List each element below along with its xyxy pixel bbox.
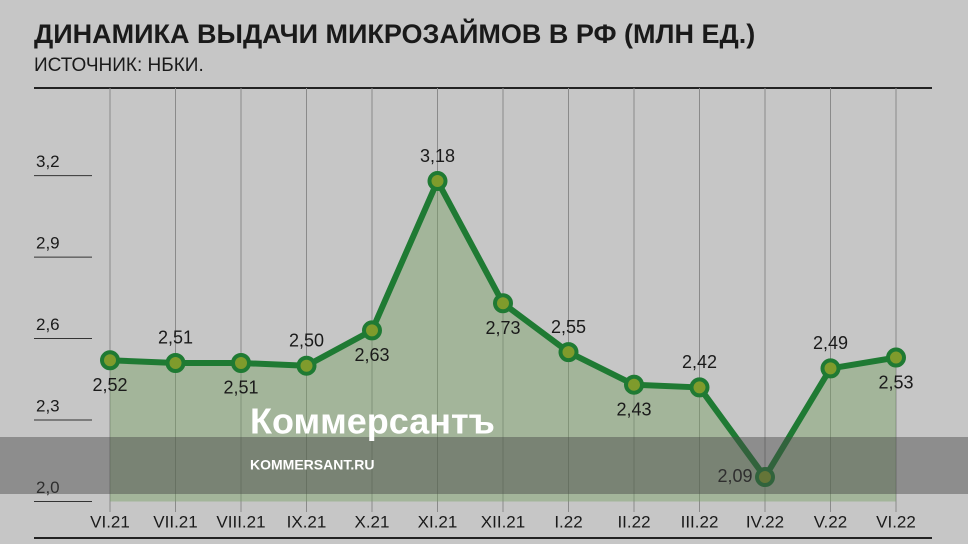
chart-subtitle: ИСТОЧНИК: НБКИ. [34,55,204,76]
x-tick-label: IV.22 [746,512,784,531]
data-label: 2,43 [616,399,651,419]
x-tick-label: III.22 [681,512,719,531]
chart-title: ДИНАМИКА ВЫДАЧИ МИКРОЗАЙМОВ В РФ (МЛН ЕД… [34,18,755,49]
x-tick-label: I.22 [554,512,582,531]
data-label: 2,52 [92,375,127,395]
point [820,358,841,379]
data-label: 3,18 [420,146,455,166]
point [165,352,186,373]
point [624,374,644,395]
point [231,352,251,373]
y-tick-label: 2,3 [36,397,60,416]
point [100,350,120,371]
x-tick-label: VI.22 [876,512,916,531]
point [755,467,775,488]
watermark-brand: Коммерсантъ [250,401,495,442]
x-tick-label: X.21 [355,512,390,531]
watermark-url: KOMMERSANT.RU [250,457,374,473]
data-label: 2,55 [551,317,586,337]
point [427,171,448,192]
x-tick-label: VIII.21 [216,512,265,531]
area [110,181,896,502]
y-tick-label: 2,6 [36,315,60,334]
x-tick-label: V.22 [814,512,847,531]
x-tick-label: II.22 [617,512,650,531]
point [689,377,710,398]
data-label: 2,73 [485,318,520,338]
data-label: 2,09 [717,466,752,486]
data-label: 2,42 [682,352,717,372]
point [493,293,513,314]
x-tick-label: IX.21 [287,512,327,531]
data-label: 2,49 [813,333,848,353]
x-tick-label: XI.21 [418,512,458,531]
data-label: 2,63 [354,345,389,365]
data-label: 2,51 [158,328,193,348]
point [886,347,906,368]
y-tick-label: 3,2 [36,152,60,171]
point [296,355,317,376]
data-label: 2,51 [223,378,258,398]
point [362,320,382,341]
point [558,342,579,363]
x-tick-label: VII.21 [153,512,197,531]
watermark-band [0,437,968,494]
x-tick-label: VI.21 [90,512,130,531]
y-tick-label: 2,9 [36,234,60,253]
x-tick-label: XII.21 [481,512,525,531]
data-label: 2,53 [878,372,913,392]
y-tick-label: 2,0 [36,478,60,497]
data-label: 2,50 [289,330,324,350]
